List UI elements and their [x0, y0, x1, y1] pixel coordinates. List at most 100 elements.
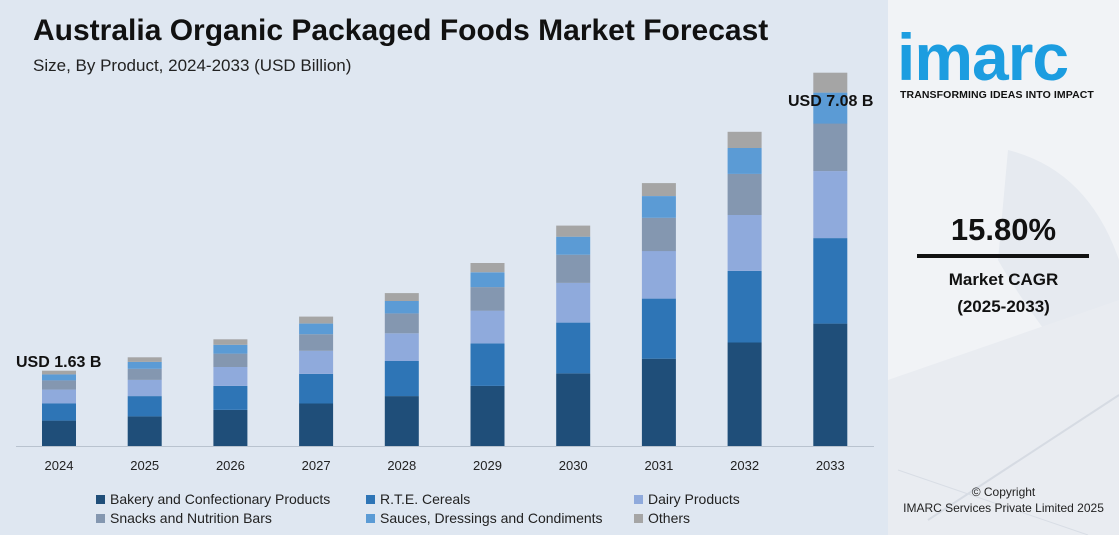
cagr-value: 15.80%	[950, 212, 1057, 247]
bar-segment-2028-6	[384, 293, 419, 301]
bar-segment-2027-2	[299, 373, 334, 404]
imarc-logo: imarc TRANSFORMING IDEAS INTO IMPACT	[897, 10, 1112, 105]
bar-segment-2032-5	[727, 148, 762, 174]
bar-segment-2026-1	[213, 410, 248, 446]
legend-label: Sauces, Dressings and Condiments	[380, 510, 603, 526]
bar-segment-2024-1	[42, 420, 76, 446]
bar-segment-2030-6	[556, 225, 591, 237]
bar-segment-2031-1	[641, 358, 676, 446]
bar-segment-2030-1	[556, 373, 591, 446]
x-tick-label: 2033	[816, 458, 845, 473]
bar-segment-2025-4	[127, 368, 162, 380]
cagr-divider	[917, 254, 1089, 258]
x-tick-label: 2030	[559, 458, 588, 473]
bar-segment-2033-6	[813, 72, 848, 93]
legend-swatch	[366, 513, 375, 523]
cagr-period: (2025-2033)	[957, 297, 1050, 316]
bar-segment-2029-2	[470, 343, 505, 386]
annotation-2033-total: USD 7.08 B	[788, 93, 874, 110]
legend-item: Bakery and Confectionary Products	[96, 491, 330, 507]
bar-segment-2027-1	[299, 403, 334, 446]
bar-segment-2024-5	[42, 374, 76, 381]
bar-segment-2028-2	[384, 361, 419, 397]
bar-segment-2026-2	[213, 385, 248, 410]
bar-segment-2027-6	[299, 316, 334, 324]
bar-segment-2030-3	[556, 282, 591, 323]
bar-segment-2033-3	[813, 171, 848, 239]
bar-segment-2028-4	[384, 313, 419, 334]
bar-segment-2033-4	[813, 123, 848, 172]
bar-segment-2024-3	[42, 389, 76, 404]
bar-segment-2025-2	[127, 396, 162, 417]
legend-swatch	[634, 494, 643, 504]
copyright-text: © Copyright	[971, 485, 1036, 499]
cagr-label: Market CAGR	[948, 270, 1059, 289]
bar-segment-2029-4	[470, 287, 505, 311]
legend-item: Snacks and Nutrition Bars	[96, 510, 272, 526]
bar-segment-2025-5	[127, 361, 162, 369]
bar-segment-2026-6	[213, 339, 248, 345]
legend-item: Others	[634, 510, 690, 526]
bar-segment-2030-4	[556, 254, 591, 283]
bar-segment-2026-3	[213, 367, 248, 386]
bar-segment-2029-5	[470, 272, 505, 288]
logo-tagline: TRANSFORMING IDEAS INTO IMPACT	[900, 89, 1094, 101]
x-tick-label: 2032	[730, 458, 759, 473]
x-tick-label: 2027	[302, 458, 331, 473]
bar-segment-2029-3	[470, 310, 505, 344]
legend-item: Dairy Products	[634, 491, 740, 507]
legend-item: R.T.E. Cereals	[366, 491, 470, 507]
bar-segment-2025-6	[127, 357, 162, 362]
company-name: IMARC Services Private Limited 2025	[903, 501, 1104, 515]
bar-segment-2024-6	[42, 370, 76, 375]
bar-segment-2031-2	[641, 298, 676, 359]
bar-segment-2031-5	[641, 196, 676, 218]
legend-item: Sauces, Dressings and Condiments	[366, 510, 603, 526]
bar-segment-2027-5	[299, 323, 334, 335]
bar-segment-2027-4	[299, 334, 334, 351]
bar-segment-2024-2	[42, 403, 76, 421]
legend-label: Dairy Products	[648, 491, 740, 507]
bar-segment-2030-5	[556, 236, 591, 255]
legend-swatch	[96, 513, 105, 523]
decorative-background	[888, 150, 1119, 535]
bar-segment-2031-6	[641, 183, 676, 196]
legend-swatch	[634, 513, 643, 523]
bar-segment-2033-1	[813, 323, 848, 446]
bar-segment-2027-3	[299, 350, 334, 374]
bar-segment-2029-6	[470, 263, 505, 273]
bar-segment-2029-1	[470, 385, 505, 446]
bar-segment-2032-1	[727, 342, 762, 446]
legend-swatch	[366, 494, 375, 504]
x-tick-label: 2026	[216, 458, 245, 473]
bar-segment-2032-2	[727, 270, 762, 343]
bar-segment-2028-3	[384, 333, 419, 361]
x-tick-label: 2031	[644, 458, 673, 473]
bar-segment-2026-5	[213, 344, 248, 354]
annotation-2024-total: USD 1.63 B	[16, 354, 102, 371]
bar-segment-2033-5	[813, 92, 848, 124]
bar-segment-2032-3	[727, 215, 762, 271]
x-tick-label: 2025	[130, 458, 159, 473]
bar-segment-2024-4	[42, 380, 76, 390]
logo-wordmark: imarc	[897, 20, 1068, 90]
bar-segment-2032-6	[727, 131, 762, 148]
bar-segment-2028-5	[384, 300, 419, 314]
side-panel: imarc TRANSFORMING IDEAS INTO IMPACT 15.…	[888, 0, 1119, 535]
stacked-bar-chart: 2024 2025 2026 2027 2028 2029 2030 2031 2032 2033	[16, 72, 874, 473]
bar-segment-2026-4	[213, 353, 248, 367]
bar-segment-2031-3	[641, 251, 676, 299]
bar-segment-2025-1	[127, 416, 162, 446]
bar-segment-2025-3	[127, 379, 162, 397]
x-tick-label: 2029	[473, 458, 502, 473]
legend-swatch	[96, 494, 105, 504]
legend-label: Snacks and Nutrition Bars	[110, 510, 272, 526]
bar-segment-2031-4	[641, 217, 676, 252]
bar-segment-2033-2	[813, 238, 848, 324]
chart-title: Australia Organic Packaged Foods Market …	[33, 14, 769, 47]
chart-subtitle: Size, By Product, 2024-2033 (USD Billion…	[33, 56, 352, 75]
bar-segment-2028-1	[384, 396, 419, 446]
chart-panel: Australia Organic Packaged Foods Market …	[16, 14, 874, 526]
legend-label: Others	[648, 510, 691, 526]
bar-segment-2030-2	[556, 322, 591, 374]
